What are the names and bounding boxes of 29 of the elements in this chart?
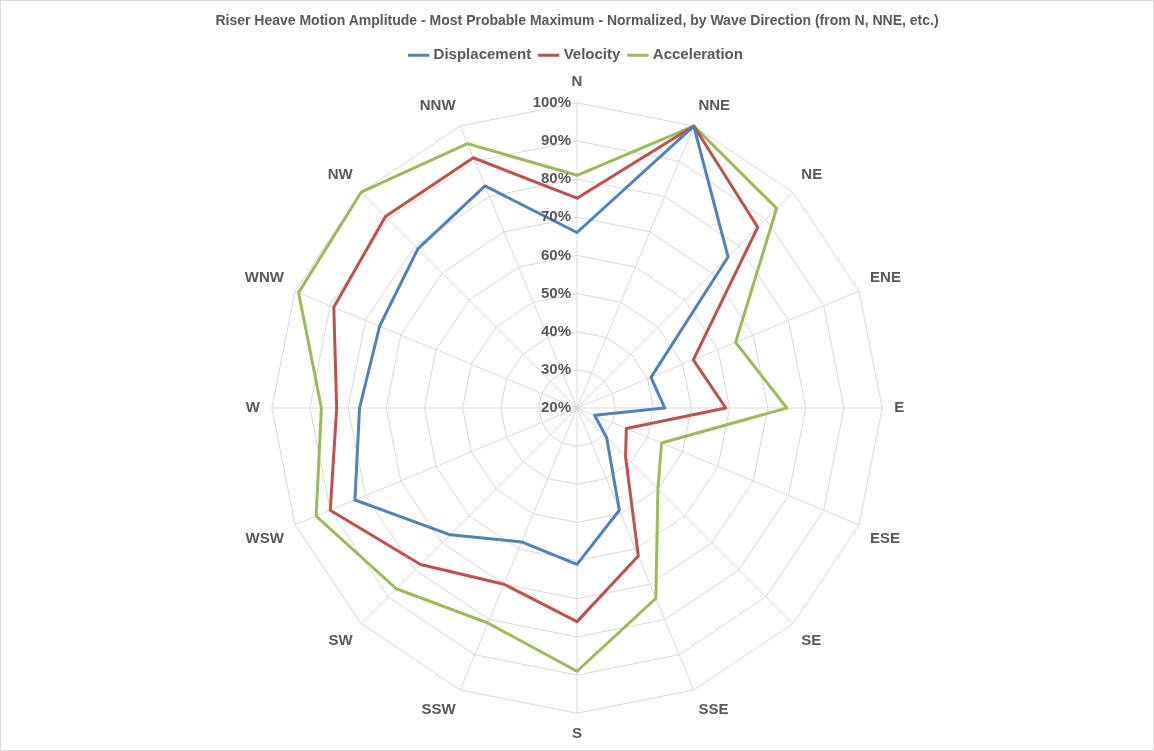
y-tick-label: 50% xyxy=(540,283,571,301)
chart-title: Riser Heave Motion Amplitude - Most Probable Maximum - Normalized, by Wave Direction (from N, NNE, etc.) xyxy=(215,12,939,29)
y-tick-label: 100% xyxy=(532,92,571,110)
y-tick-label: 90% xyxy=(540,131,571,149)
spoke-label: NNE xyxy=(698,96,731,114)
y-tick-label: 80% xyxy=(540,169,571,187)
y-tick-label: 70% xyxy=(540,207,571,225)
spoke-label: WSW xyxy=(245,528,285,546)
y-tick-label: 40% xyxy=(540,321,571,339)
spoke-label: ESE xyxy=(870,528,901,546)
legend-label: Velocity xyxy=(563,45,622,63)
spoke-label: ENE xyxy=(870,267,901,285)
spoke-label: SW xyxy=(328,631,354,649)
spoke-label: NE xyxy=(801,164,823,182)
spoke-label: S xyxy=(571,724,583,742)
legend-label: Acceleration xyxy=(652,45,743,63)
spoke-label: NW xyxy=(327,164,354,182)
spoke-label: W xyxy=(245,398,261,416)
spoke-label: SSW xyxy=(421,700,457,718)
spoke-label: N xyxy=(571,71,583,89)
legend-label: Displacement xyxy=(433,45,532,63)
spoke-label: NNW xyxy=(419,96,457,114)
spoke-label: WNW xyxy=(244,267,285,285)
y-tick-label: 60% xyxy=(540,245,571,263)
spoke-label: SSE xyxy=(698,700,729,718)
spoke-label: E xyxy=(894,398,905,416)
spoke-label: SE xyxy=(801,631,822,649)
y-tick-label: 20% xyxy=(540,398,571,416)
y-tick-label: 30% xyxy=(540,359,571,377)
